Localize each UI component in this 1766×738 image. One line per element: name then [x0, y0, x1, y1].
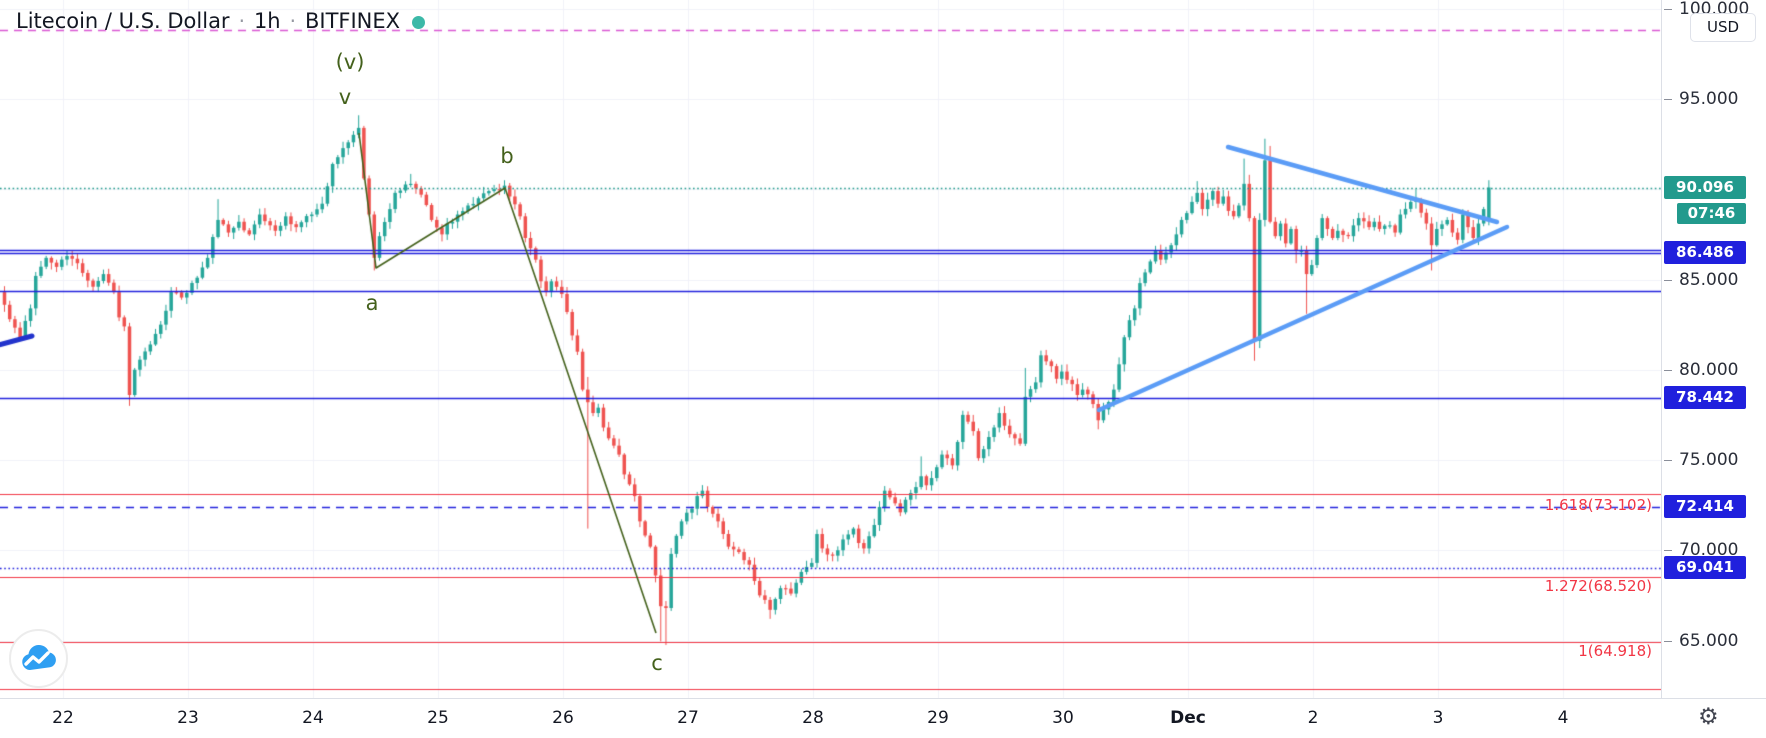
- bar-countdown-badge: 07:46: [1677, 202, 1746, 224]
- time-axis[interactable]: 22 23 24 25 26 27 28 29 30 Dec 2 3 4 ⚙: [0, 698, 1766, 738]
- cloud-chart-logo-icon[interactable]: [9, 629, 68, 688]
- price-axis-label: 95.000: [1663, 89, 1739, 109]
- time-axis-label: 28: [802, 708, 824, 728]
- time-axis-label: 24: [302, 708, 324, 728]
- time-axis-label: 26: [552, 708, 574, 728]
- currency-button[interactable]: USD: [1690, 13, 1756, 42]
- title-separator: ·: [238, 9, 245, 33]
- wave-label-b: b: [500, 144, 514, 168]
- market-status-dot-icon: [412, 16, 426, 29]
- price-chart-canvas[interactable]: [0, 0, 1661, 698]
- time-axis-label: 30: [1052, 708, 1074, 728]
- chart-title: Litecoin / U.S. Dollar · 1h · BITFINEX: [16, 9, 426, 33]
- settings-gear-icon[interactable]: ⚙: [1698, 704, 1719, 730]
- fib-level-label: 1.618(73.102): [1544, 496, 1652, 514]
- time-axis-label: 29: [927, 708, 949, 728]
- time-axis-label: 2: [1307, 708, 1319, 728]
- fib-level-label: 1(64.918): [1578, 642, 1652, 660]
- price-axis[interactable]: USD 100.000 95.000 85.000 80.000 75.000 70.00…: [1661, 0, 1766, 698]
- wave-label-v: v: [338, 85, 352, 109]
- wave-label-v: (v): [335, 50, 365, 74]
- time-axis-label: 23: [177, 708, 199, 728]
- wave-label-a: a: [365, 291, 379, 315]
- price-axis-label: 70.000: [1663, 540, 1739, 561]
- price-badge: 72.414: [1664, 495, 1746, 519]
- price-badge: 78.442: [1664, 386, 1746, 410]
- time-axis-label: 25: [427, 708, 449, 728]
- cloud-icon: [21, 644, 56, 670]
- time-axis-label: Dec: [1170, 708, 1206, 728]
- wave-label-c: c: [651, 651, 663, 675]
- time-axis-label: 4: [1557, 708, 1569, 728]
- price-badge: 69.041: [1664, 556, 1746, 580]
- price-axis-label: 80.000: [1663, 359, 1739, 380]
- time-axis-label: 22: [52, 708, 74, 728]
- interval-label: 1h: [253, 9, 281, 33]
- price-axis-label: 75.000: [1663, 450, 1739, 470]
- time-axis-label: 3: [1432, 708, 1444, 728]
- price-axis-label: 85.000: [1663, 269, 1739, 290]
- symbol-name: Litecoin / U.S. Dollar: [16, 9, 230, 33]
- fib-level-label: 1.272(68.520): [1544, 577, 1652, 595]
- time-axis-label: 27: [677, 708, 699, 728]
- exchange-label: BITFINEX: [304, 9, 401, 33]
- price-axis-label: 65.000: [1663, 630, 1739, 651]
- price-badge: 86.486: [1664, 241, 1746, 265]
- title-separator: ·: [289, 9, 296, 33]
- price-badge: 90.096: [1664, 176, 1746, 200]
